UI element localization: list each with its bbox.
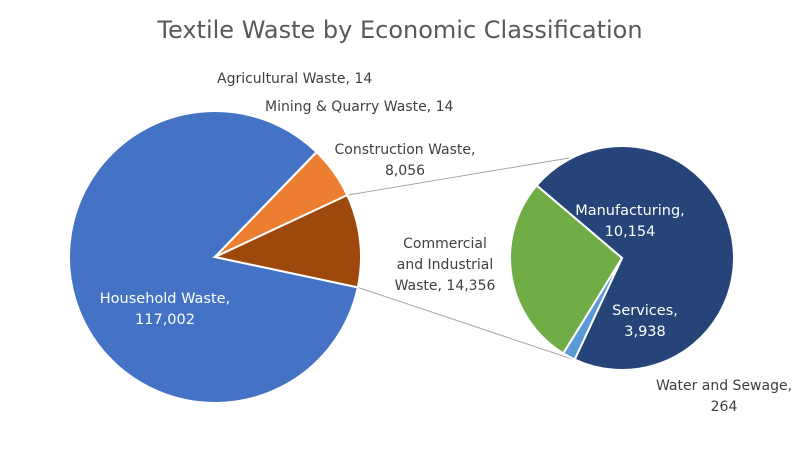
label-household-waste: Household Waste, 117,002 <box>100 291 230 328</box>
label-services: Services, 3,938 <box>612 303 678 340</box>
label-manufacturing: Manufacturing, 10,154 <box>575 203 685 240</box>
label-agricultural-waste-line: Agricultural Waste, 14 <box>217 71 372 87</box>
label-agricultural-waste: Agricultural Waste, 14 <box>217 71 372 87</box>
connector-lines <box>347 156 579 362</box>
label-household-waste-line: 117,002 <box>135 312 195 328</box>
main-pie-labels: Household Waste, 117,002 Agricultural Wast… <box>100 71 496 328</box>
label-household-waste-line: Household Waste, <box>100 291 230 307</box>
label-commercial-and-industrial-waste-line: Waste, 14,356 <box>395 278 496 294</box>
label-commercial-and-industrial-waste-line: Commercial <box>403 236 487 252</box>
label-construction-waste: Construction Waste, 8,056 <box>335 142 476 179</box>
label-manufacturing-line: 10,154 <box>605 224 656 240</box>
connector-line-upper <box>347 156 573 196</box>
label-construction-waste-line: 8,056 <box>385 163 425 179</box>
label-water-and-sewage: Water and Sewage, 264 <box>656 378 792 415</box>
label-commercial-and-industrial-waste-line: and Industrial <box>397 257 493 273</box>
label-services-line: Services, <box>612 303 678 319</box>
label-manufacturing-line: Manufacturing, <box>575 203 685 219</box>
label-construction-waste-line: Construction Waste, <box>335 142 476 158</box>
connector-line-lower <box>357 286 579 362</box>
breakout-pie-labels: Manufacturing, 10,154 Water and Sewage, 264… <box>575 203 792 415</box>
breakout-slice-manufacturing <box>535 145 735 371</box>
breakout-pie <box>509 145 735 371</box>
chart-title: Textile Waste by Economic Classification <box>156 16 642 44</box>
label-commercial-and-industrial-waste: Commercial and Industrial Waste, 14,356 <box>395 236 496 294</box>
breakout-slice-services <box>509 184 624 355</box>
label-water-and-sewage-line: 264 <box>711 399 738 415</box>
main-pie <box>68 110 362 404</box>
label-mining-and-quarry-waste: Mining & Quarry Waste, 14 <box>265 99 454 115</box>
label-services-line: 3,938 <box>624 324 666 340</box>
label-water-and-sewage-line: Water and Sewage, <box>656 378 792 394</box>
label-mining-and-quarry-waste-line: Mining & Quarry Waste, 14 <box>265 99 454 115</box>
main-slice-commercial-and-industrial-waste <box>211 193 362 289</box>
